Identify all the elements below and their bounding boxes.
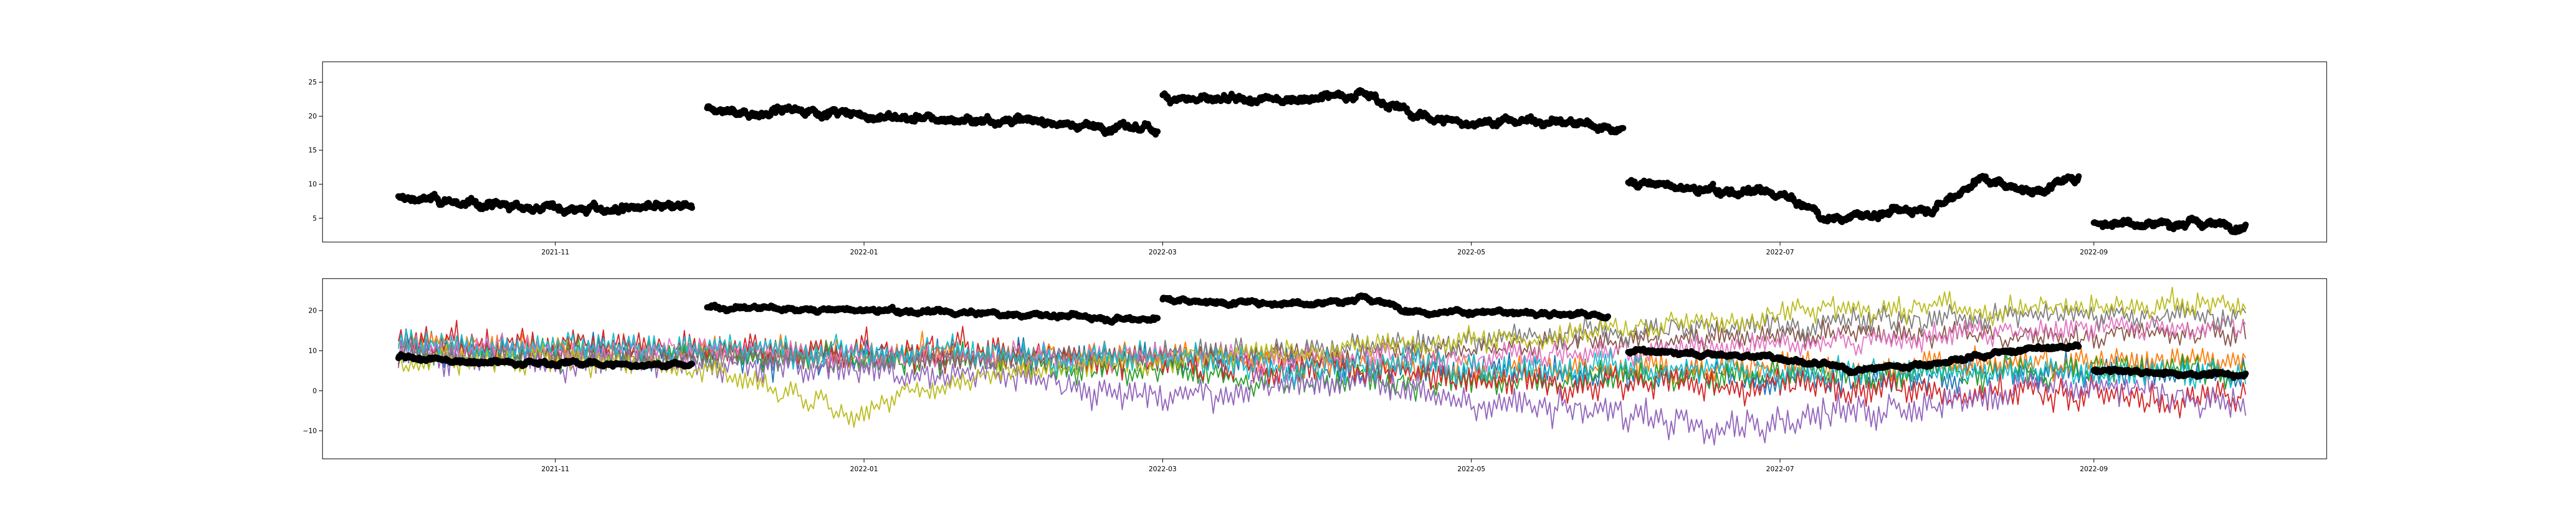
scatter-segment-2: [1159, 292, 1612, 322]
y-tick-label: 15: [308, 147, 317, 154]
scatter-point: [1154, 128, 1161, 135]
x-tick-label: 2022-05: [1458, 249, 1485, 256]
scatter-segment-4: [2091, 214, 2249, 235]
scatter-point: [689, 360, 696, 367]
bottom-line-axes: 2021-11 2022-01 2022-03 2022-05 2022-07 2022-…: [303, 278, 2327, 473]
x-tick-label: 2022-07: [1766, 249, 1794, 256]
y-tick-label: 25: [308, 79, 317, 87]
scatter-point: [2075, 173, 2082, 180]
data-line-6: [398, 315, 2246, 373]
top-scatter-axes: 2021-11 2022-01 2022-03 2022-05 2022-07 2022-…: [308, 61, 2327, 256]
plot-area: [395, 286, 2249, 446]
data-line-8: [398, 286, 2246, 428]
scatter-point: [1620, 125, 1626, 131]
scatter-segment-0: [395, 191, 696, 217]
y-tick-label: 10: [308, 181, 317, 188]
scatter-segment-3: [1625, 173, 2082, 225]
scatter-segment-1: [704, 301, 1161, 326]
scatter-segment-0: [395, 351, 696, 371]
data-line-7: [398, 302, 2246, 373]
scatter-point: [689, 204, 696, 211]
x-tick-label: 2022-03: [1148, 249, 1176, 256]
y-tick-label: 5: [313, 215, 317, 222]
scatter-point: [1605, 313, 1612, 320]
scatter-segment-3: [1625, 341, 2082, 376]
scatter-point: [2242, 221, 2249, 228]
x-tick-label: 2021-11: [541, 249, 569, 256]
scatter-segment-2: [1159, 87, 1626, 135]
x-tick-label: 2022-09: [2080, 249, 2108, 256]
axes-frame: [322, 61, 2327, 243]
plot-area: [395, 87, 2249, 235]
scatter-point: [1154, 315, 1161, 321]
x-tick-label: 2022-01: [850, 249, 878, 256]
scatter-segment-1: [704, 103, 1161, 138]
scatter-point: [1709, 181, 1716, 187]
data-line-9: [398, 329, 2246, 391]
y-tick-label: 20: [308, 113, 317, 121]
